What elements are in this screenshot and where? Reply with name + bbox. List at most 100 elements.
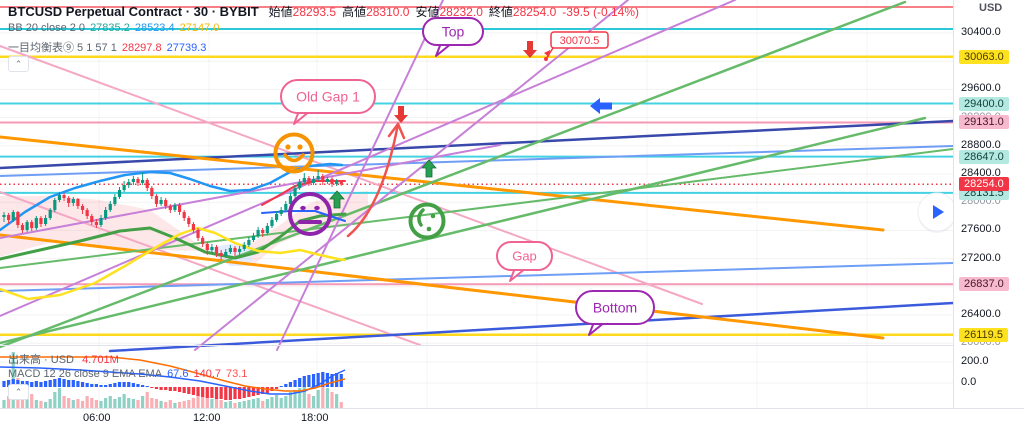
trend-line[interactable] [0, 0, 907, 349]
candle-body [214, 246, 219, 253]
price-callout[interactable]: 30070.5 [544, 31, 609, 61]
volume-bar [20, 398, 25, 408]
volume-bar [34, 400, 38, 408]
trend-line[interactable] [0, 148, 954, 269]
volume-bar [251, 399, 256, 408]
macd-histogram-bar [228, 387, 232, 400]
time-axis[interactable]: 06:00 12:00 18:00 [0, 408, 1024, 425]
macd-histogram-bar [43, 381, 48, 387]
smiley-neutral[interactable] [288, 192, 332, 236]
indicator-volume[interactable]: 出来高 · USD 4.701M [8, 351, 119, 367]
indicator-value: 73.1 [226, 368, 248, 380]
candle-body [196, 229, 200, 238]
candle-body [150, 187, 154, 196]
symbol-title[interactable]: BTCUSD Perpetual Contract · 30 · BYBIT [8, 4, 259, 19]
macd-histogram-bar [80, 382, 85, 387]
pane-divider[interactable] [0, 345, 953, 346]
bubble-old-gap-1[interactable]: Old Gap 1 [280, 79, 376, 125]
trend-line[interactable] [0, 119, 955, 170]
price-level-label: 30063.0 [959, 49, 1009, 64]
indicator-value: 28297.8 [121, 42, 162, 54]
indicator-macd[interactable]: MACD 12 26 close 9 EMA EMA 67.6 140.7 73.1 [8, 368, 252, 380]
trend-line[interactable] [0, 144, 501, 239]
price-axis[interactable]: USD 30000.029200.028000.026800.026000.03… [953, 0, 1024, 408]
left-arrow-marker[interactable] [590, 98, 612, 114]
bubble-text: Bottom [593, 300, 637, 316]
macd-histogram-bar [173, 387, 177, 391]
indicator-bb[interactable]: BB 20 close 2 0 27835.2 28523.4 27147.0 [8, 22, 224, 34]
candle-body [293, 187, 297, 196]
volume-bar [53, 392, 57, 408]
subpane-collapse-button[interactable]: ⌃ [8, 384, 29, 400]
volume-bar [99, 401, 103, 408]
macd-histogram-bar [127, 382, 131, 387]
macd-histogram-bar [30, 382, 34, 387]
volume-bar [173, 403, 177, 408]
macd-histogram-bar [187, 387, 191, 394]
trend-line[interactable] [0, 135, 885, 232]
trend-line[interactable] [0, 191, 421, 346]
macd-histogram-bar [274, 387, 279, 389]
change-value: -39.5 (-0.14%) [562, 5, 639, 19]
smiley-confused[interactable] [408, 202, 446, 240]
indicator-value: 27835.2 [90, 22, 130, 34]
volume-bar [94, 400, 98, 408]
callout-text: 30070.5 [560, 35, 600, 47]
trend-line[interactable] [0, 116, 927, 345]
candle-body [80, 206, 85, 210]
ohlc-label: 高値 [342, 5, 367, 19]
candle-body [233, 247, 237, 252]
price-tick: 28800.0 [961, 138, 1001, 151]
trend-line[interactable] [108, 301, 955, 353]
volume-bar [196, 394, 200, 408]
candle-body [67, 197, 71, 203]
trend-line[interactable] [194, 0, 629, 351]
down-arrow-marker[interactable] [523, 41, 537, 58]
pane-collapse-button[interactable]: ⌃ [8, 56, 29, 72]
bubble-gap[interactable]: Gap [496, 241, 553, 282]
indicator-bb-values: 27835.2 28523.4 27147.0 [90, 22, 224, 34]
candle-body [53, 200, 57, 210]
play-button[interactable] [917, 192, 957, 233]
volume-bar [117, 397, 122, 408]
indicator-ichimoku[interactable]: 一目均衡表⑨ 5 1 57 1 28297.8 27739.3 [8, 39, 211, 55]
up-arrow-marker[interactable] [421, 159, 437, 178]
trend-line[interactable] [276, 0, 444, 351]
time-tick: 18:00 [301, 412, 329, 424]
ohlc-value: 28254.0 [512, 5, 557, 19]
macd-histogram-bar [62, 379, 66, 387]
candle-body [159, 200, 163, 204]
trend-arrow-line[interactable] [346, 122, 400, 238]
down-arrow-marker[interactable] [394, 106, 408, 123]
trend-line[interactable] [0, 0, 736, 317]
candle-body [7, 214, 11, 220]
volume-bar [159, 401, 163, 408]
volume-bar [307, 394, 311, 408]
macd-histogram-bar [154, 387, 159, 389]
volume-bar [265, 399, 269, 408]
indicator-ichimoku-name: 一目均衡表⑨ 5 1 57 1 [8, 42, 117, 54]
volume-bar [80, 401, 85, 408]
bubble-bottom[interactable]: Bottom [575, 290, 655, 336]
candle-body [108, 203, 112, 210]
smiley-happy[interactable] [273, 132, 315, 174]
up-arrow-marker[interactable] [329, 190, 345, 209]
candle-body [210, 246, 214, 250]
happy-face-circle [273, 132, 315, 174]
bubble-top[interactable]: Top [422, 17, 484, 57]
macd-histogram-bar [117, 382, 122, 387]
macd-histogram-bar [205, 387, 209, 398]
volume-bar [67, 398, 71, 408]
candle-body [48, 209, 52, 218]
candle-body [325, 179, 329, 182]
volume-bar [168, 400, 172, 408]
price-level-label: 29131.0 [959, 115, 1009, 130]
macd-histogram-bar [293, 380, 297, 387]
macd-line [0, 366, 346, 395]
macd-histogram-bar [131, 383, 135, 387]
volume-bar [141, 396, 145, 408]
candle-body [321, 175, 325, 182]
candle-body [242, 244, 246, 249]
last-price-label: 28254.0 [959, 177, 1009, 192]
